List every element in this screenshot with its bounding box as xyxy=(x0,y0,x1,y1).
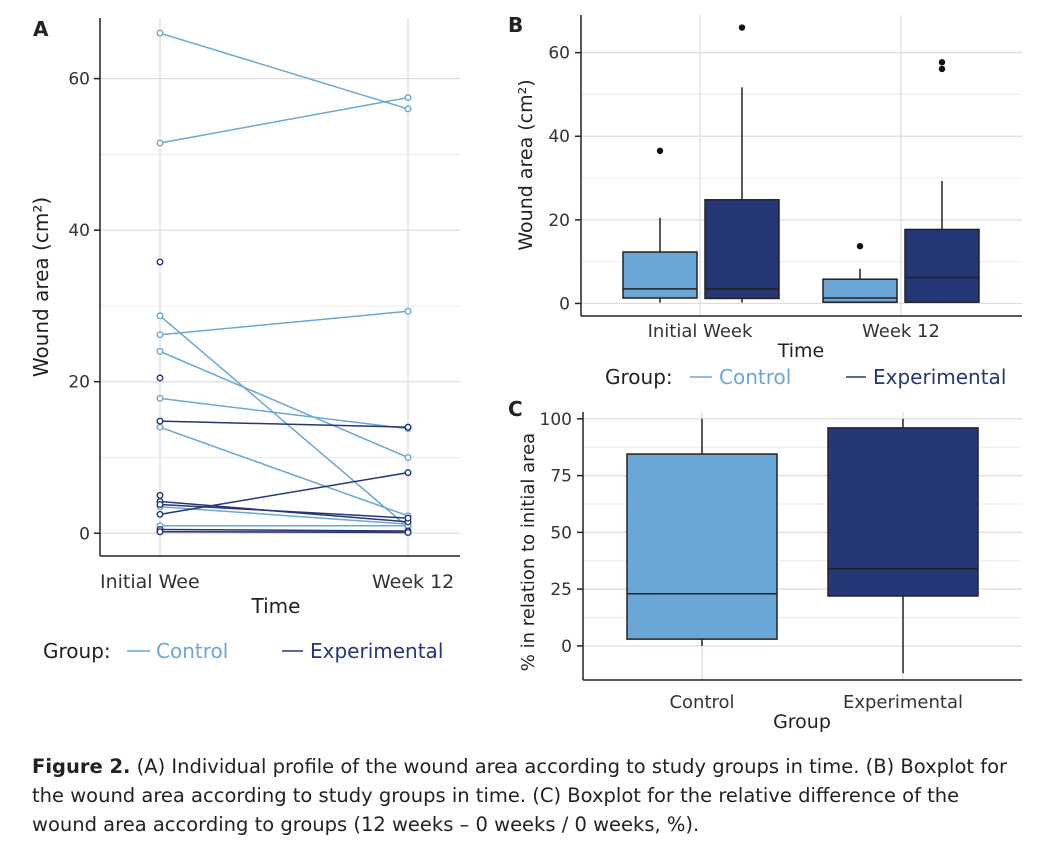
profile-line xyxy=(159,531,409,534)
y-tick-label: 0 xyxy=(559,294,570,314)
y-tick-label: 75 xyxy=(550,467,572,487)
profile-line xyxy=(159,397,409,430)
panel-c-x-tick-label: Experimental xyxy=(843,692,963,713)
box-iqr xyxy=(904,228,980,303)
panel-a-lines xyxy=(159,32,409,534)
profile-point xyxy=(404,307,412,315)
panel-c-label: C xyxy=(508,397,523,421)
profile-point xyxy=(156,258,164,266)
profile-line xyxy=(159,96,409,144)
profile-point xyxy=(156,491,164,499)
panel-b-legend-control-label: Control xyxy=(719,365,791,389)
y-tick-label: 60 xyxy=(548,44,570,64)
outlier-point xyxy=(856,242,864,250)
y-tick-label: 20 xyxy=(548,211,570,231)
y-tick-label: 0 xyxy=(79,524,90,544)
panel-a-x-axis-title: Time xyxy=(251,594,301,618)
profile-line xyxy=(159,471,409,516)
panel-a-x-tick-label: Week 12 xyxy=(372,571,454,593)
panel-b-x-tick-label: Initial Week xyxy=(648,321,753,342)
box-iqr xyxy=(622,251,698,299)
outlier-point xyxy=(738,24,746,31)
profile-point xyxy=(156,29,164,37)
y-tick-label: 25 xyxy=(550,580,572,600)
profile-point xyxy=(156,500,164,508)
profile-point xyxy=(156,312,164,320)
panel-c-boxes xyxy=(626,418,979,674)
panel-b-x-axis-title: Time xyxy=(777,340,825,362)
panel-c-x-tick-label: Control xyxy=(669,692,734,713)
caption-text: (A) Individual profile of the wound area… xyxy=(32,755,1008,836)
box-iqr xyxy=(704,199,780,300)
panel-b: B 0 20 40 60 Initial Week Week 12 Time Woun… xyxy=(508,13,1022,389)
profile-point xyxy=(156,394,164,402)
y-tick-label: 50 xyxy=(550,523,572,543)
profile-line xyxy=(159,505,409,525)
profile-point xyxy=(156,528,164,536)
panel-b-x-tick-label: Week 12 xyxy=(862,321,940,342)
profile-point xyxy=(156,139,164,147)
caption-label: Figure 2. xyxy=(32,755,131,778)
profile-point xyxy=(404,94,412,102)
profile-point xyxy=(404,514,412,522)
figure-panels: A 0 20 40 60 Initial Wee Week 12 Time Wound… xyxy=(29,13,1022,733)
panel-b-legend-title: Group: xyxy=(605,365,673,389)
profile-point xyxy=(156,347,164,355)
panel-c-y-axis-title: % in relation to initial area xyxy=(518,433,539,671)
panel-a-grid xyxy=(100,18,460,556)
y-tick-label: 40 xyxy=(68,221,90,241)
outlier-point xyxy=(938,65,946,73)
panel-b-y-axis-title: Wound area (cm²) xyxy=(515,79,537,250)
profile-point xyxy=(156,510,164,518)
profile-point xyxy=(404,105,412,113)
box-iqr xyxy=(822,278,898,303)
panel-a-legend-experimental-label: Experimental xyxy=(310,639,443,663)
profile-point xyxy=(404,469,412,477)
profile-point xyxy=(404,529,412,537)
box-iqr xyxy=(626,453,778,640)
panel-a-legend-control-label: Control xyxy=(156,639,228,663)
panel-a-points xyxy=(156,29,412,537)
profile-point xyxy=(156,374,164,382)
y-tick-label: 0 xyxy=(561,637,572,657)
panel-b-legend-experimental-label: Experimental xyxy=(873,365,1006,389)
panel-b-y-ticks: 0 20 40 60 xyxy=(548,44,581,314)
y-tick-label: 60 xyxy=(68,70,90,90)
panel-b-legend: Group: Control Experimental xyxy=(605,365,1006,389)
panel-a: A 0 20 40 60 Initial Wee Week 12 Time Wound… xyxy=(29,17,460,663)
panel-a-y-ticks: 0 20 40 60 xyxy=(68,70,100,544)
panel-b-boxes xyxy=(622,24,980,304)
profile-line xyxy=(159,310,409,336)
profile-point xyxy=(156,331,164,339)
panel-c-x-axis-title: Group xyxy=(773,711,831,733)
profile-line xyxy=(159,315,409,528)
profile-line xyxy=(159,528,409,532)
panel-c-y-ticks: 0 25 50 75 100 xyxy=(540,410,583,657)
profile-point xyxy=(404,453,412,461)
profile-line xyxy=(159,350,409,459)
panel-a-legend-title: Group: xyxy=(43,639,111,663)
profile-line xyxy=(159,426,409,517)
y-tick-label: 100 xyxy=(540,410,572,430)
panel-a-y-axis-title: Wound area (cm²) xyxy=(29,197,53,377)
figure-caption: Figure 2. (A) Individual profile of the … xyxy=(32,752,1022,839)
outlier-point xyxy=(656,147,664,155)
profile-point xyxy=(156,423,164,431)
profile-point xyxy=(404,423,412,431)
panel-a-x-tick-label: Initial Wee xyxy=(100,571,200,593)
y-tick-label: 40 xyxy=(548,127,570,147)
outlier-point xyxy=(938,59,946,66)
profile-line xyxy=(159,32,409,110)
box-iqr xyxy=(827,427,979,597)
profile-line xyxy=(159,420,409,428)
profile-point xyxy=(156,417,164,425)
panel-a-legend: Group: Control Experimental xyxy=(43,639,443,663)
panel-b-label: B xyxy=(508,13,523,37)
panel-a-label: A xyxy=(33,17,49,41)
y-tick-label: 20 xyxy=(68,373,90,393)
